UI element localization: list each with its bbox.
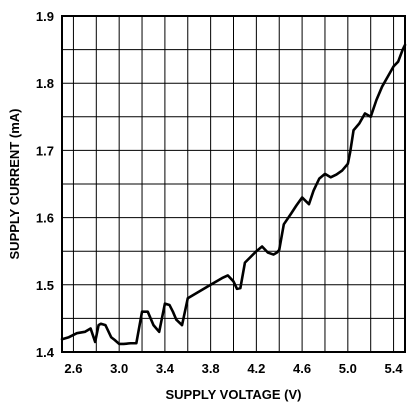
x-axis-title: SUPPLY VOLTAGE (V): [165, 387, 301, 402]
y-tick-label: 1.4: [36, 345, 55, 360]
x-tick-label: 3.8: [202, 361, 220, 376]
x-tick-label: 4.2: [247, 361, 265, 376]
y-axis-title: SUPPLY CURRENT (mA): [7, 109, 22, 260]
y-tick-label: 1.9: [36, 9, 54, 24]
y-tick-label: 1.5: [36, 278, 54, 293]
x-tick-label: 4.6: [293, 361, 311, 376]
x-tick-label: 5.0: [339, 361, 357, 376]
x-tick-label: 2.6: [64, 361, 82, 376]
grid: [62, 16, 405, 352]
x-tick-label: 3.4: [156, 361, 175, 376]
y-tick-label: 1.6: [36, 211, 54, 226]
x-tick-label: 5.4: [385, 361, 404, 376]
y-tick-label: 1.7: [36, 143, 54, 158]
y-tick-label: 1.8: [36, 76, 54, 91]
series-layer: [60, 43, 407, 346]
series-line-0: [60, 43, 407, 346]
tick-labels: 2.6 3.0 3.4 3.8 4.2 4.6 5.0 5.4 1.4 1.5 1.6 1.7 1.8 1…: [36, 9, 403, 376]
plot-frame: [61, 15, 406, 353]
x-tick-label: 3.0: [110, 361, 128, 376]
